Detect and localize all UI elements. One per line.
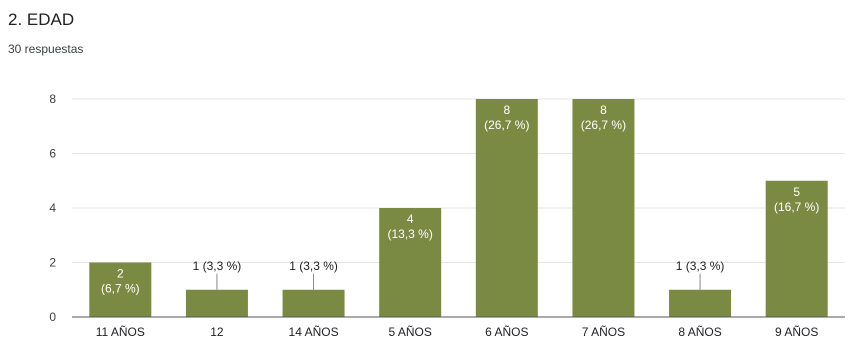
x-category-label: 9 AÑOS bbox=[775, 325, 818, 339]
question-title: 2. EDAD bbox=[8, 10, 75, 29]
bar bbox=[185, 289, 248, 317]
data-label: 8 bbox=[503, 103, 510, 117]
data-label: (26,7 %) bbox=[581, 118, 626, 132]
data-label: 1 (3,3 %) bbox=[676, 259, 725, 273]
bar bbox=[765, 180, 828, 317]
bar bbox=[89, 262, 152, 317]
bars bbox=[89, 99, 828, 317]
y-axis-ticks: 0 2 4 6 8 bbox=[49, 92, 56, 324]
x-category-label: 8 AÑOS bbox=[678, 325, 721, 339]
data-label: (6,7 %) bbox=[101, 282, 140, 296]
bar bbox=[379, 208, 442, 317]
y-tick-label: 2 bbox=[49, 256, 56, 270]
x-category-label: 5 AÑOS bbox=[389, 325, 432, 339]
y-tick-label: 0 bbox=[49, 310, 56, 324]
y-tick-label: 8 bbox=[49, 92, 56, 106]
x-category-label: 14 AÑOS bbox=[289, 325, 339, 339]
bar bbox=[282, 289, 345, 317]
response-count: 30 respuestas bbox=[8, 42, 84, 56]
x-category-label: 12 bbox=[210, 325, 224, 339]
data-label: (13,3 %) bbox=[388, 227, 433, 241]
bar bbox=[572, 99, 635, 317]
data-label: (16,7 %) bbox=[774, 200, 819, 214]
data-label: 1 (3,3 %) bbox=[193, 259, 242, 273]
data-label: 1 (3,3 %) bbox=[289, 259, 338, 273]
data-label: 4 bbox=[407, 212, 414, 226]
x-category-label: 11 AÑOS bbox=[96, 325, 145, 339]
gridlines bbox=[72, 98, 845, 263]
bar bbox=[669, 289, 732, 317]
x-category-label: 7 AÑOS bbox=[582, 325, 625, 339]
y-tick-label: 6 bbox=[49, 147, 56, 161]
x-category-label: 6 AÑOS bbox=[485, 325, 528, 339]
bar bbox=[475, 99, 538, 317]
data-labels: 2(6,7 %)1 (3,3 %) 1 (3,3 %)4(13,3 %)8(26,… bbox=[101, 103, 819, 296]
data-label: 5 bbox=[793, 185, 800, 199]
data-label: 2 bbox=[117, 267, 124, 281]
data-label: (26,7 %) bbox=[484, 118, 529, 132]
x-axis-categories: 11 AÑOS 12 14 AÑOS 5 AÑOS 6 AÑOS 7 AÑOS 8 AÑOS… bbox=[96, 325, 819, 339]
y-tick-label: 4 bbox=[49, 201, 56, 215]
data-label: 8 bbox=[600, 103, 607, 117]
